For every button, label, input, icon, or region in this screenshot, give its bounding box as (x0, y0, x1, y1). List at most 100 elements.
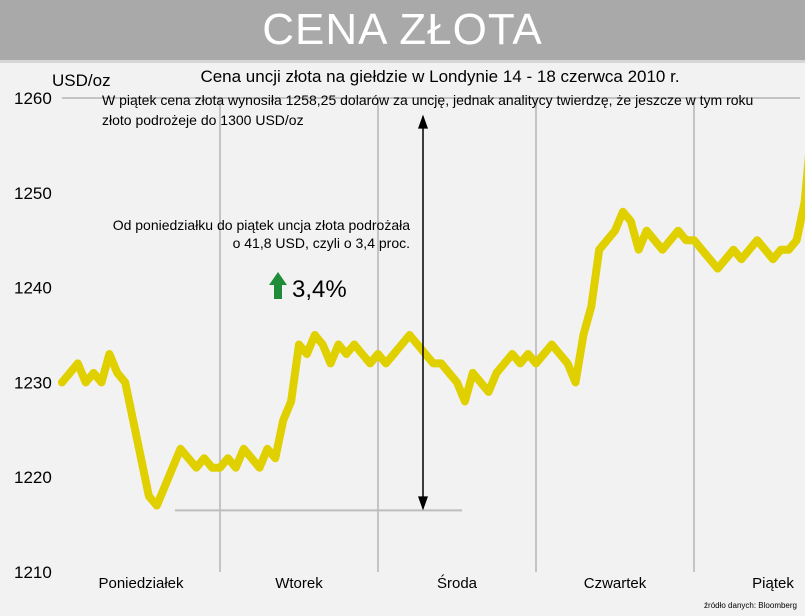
price-point (785, 246, 793, 254)
price-point (74, 359, 82, 367)
title-banner: CENA ZŁOTA (0, 0, 805, 63)
price-point (572, 378, 579, 386)
price-point (706, 255, 714, 263)
price-point (453, 378, 461, 386)
price-point (153, 502, 161, 510)
price-point (208, 464, 216, 472)
price-point (690, 236, 698, 244)
price-point (801, 198, 805, 206)
chart-title: Cena uncji złota na giełdzie w Londynie … (200, 67, 679, 86)
price-point (161, 483, 169, 491)
price-point (595, 246, 603, 254)
price-point (737, 255, 745, 263)
price-point (761, 246, 769, 254)
price-point (200, 454, 208, 462)
price-point (745, 246, 753, 254)
price-point (248, 454, 256, 462)
price-point (90, 369, 98, 377)
price-point (445, 369, 453, 377)
price-point (730, 246, 737, 254)
price-point (232, 464, 240, 472)
top-note-line-1: W piątek cena złota wynosiła 1258,25 dol… (102, 92, 753, 108)
price-point (271, 454, 279, 462)
price-point (429, 359, 437, 367)
x-category-label: Środa (437, 574, 478, 592)
price-point (113, 369, 121, 377)
price-point (145, 492, 153, 500)
y-tick-label: 1240 (14, 279, 52, 298)
price-point (327, 359, 335, 367)
price-point (753, 236, 761, 244)
price-point (461, 397, 469, 405)
top-note-line-2: złoto podrożeje do 1300 USD/oz (102, 112, 304, 128)
y-axis-label: USD/oz (52, 71, 111, 90)
price-point (224, 454, 232, 462)
price-point (240, 445, 248, 453)
price-point (619, 208, 627, 216)
price-point (579, 331, 587, 339)
price-point (556, 350, 564, 358)
price-point (137, 454, 145, 462)
price-point (508, 350, 516, 358)
price-point (311, 331, 319, 339)
up-arrow-icon (269, 272, 287, 299)
price-point (682, 236, 690, 244)
price-point (643, 227, 651, 235)
mid-note-line-2: o 41,8 USD, czyli o 3,4 proc. (233, 235, 410, 251)
price-point (382, 359, 390, 367)
price-point (184, 454, 192, 462)
price-point (263, 445, 271, 453)
price-point (121, 378, 129, 386)
price-point (192, 464, 200, 472)
price-point (524, 350, 532, 358)
y-tick-label: 1250 (14, 184, 52, 203)
source-note: źródło danych: Bloomberg (704, 601, 797, 610)
price-point (129, 416, 137, 424)
price-point (548, 340, 556, 348)
price-point (777, 246, 785, 254)
price-point (366, 359, 374, 367)
price-point (674, 227, 682, 235)
change-percent: 3,4% (292, 276, 347, 303)
price-point (295, 340, 303, 348)
y-tick-label: 1210 (14, 563, 52, 582)
x-category-label: Poniedziałek (98, 575, 184, 592)
price-point (666, 236, 674, 244)
price-point (82, 378, 90, 386)
chart-grid (62, 97, 800, 572)
range-marker (175, 114, 462, 512)
price-point (105, 350, 113, 358)
price-point (374, 350, 382, 358)
price-point (698, 246, 706, 254)
price-point (437, 359, 445, 367)
price-point (714, 265, 722, 273)
price-point (500, 359, 508, 367)
price-point (319, 340, 327, 348)
price-point (335, 340, 342, 348)
price-point (477, 378, 485, 386)
price-point (635, 246, 643, 254)
price-point (793, 236, 801, 244)
price-point (358, 350, 366, 358)
price-point (603, 236, 611, 244)
price-point (414, 340, 421, 348)
price-point (587, 303, 595, 311)
price-point (177, 445, 184, 453)
y-tick-label: 1260 (14, 89, 52, 108)
top-note: W piątek cena złota wynosiła 1258,25 dol… (102, 92, 757, 128)
price-point (564, 359, 572, 367)
price-series (58, 154, 805, 510)
x-axis-categories: Poniedziałek Wtorek Środa Czwartek Piątek (98, 574, 794, 592)
x-category-label: Czwartek (584, 575, 647, 592)
price-point (390, 350, 398, 358)
x-category-label: Piątek (752, 575, 794, 592)
price-point (279, 416, 287, 424)
price-point (611, 227, 619, 235)
price-point (485, 388, 493, 396)
price-point (58, 378, 66, 386)
x-category-label: Wtorek (275, 575, 323, 592)
price-point (398, 340, 406, 348)
price-point (256, 464, 263, 472)
mid-note-line-1: Od poniedziałku do piątek uncja złota po… (113, 217, 411, 233)
